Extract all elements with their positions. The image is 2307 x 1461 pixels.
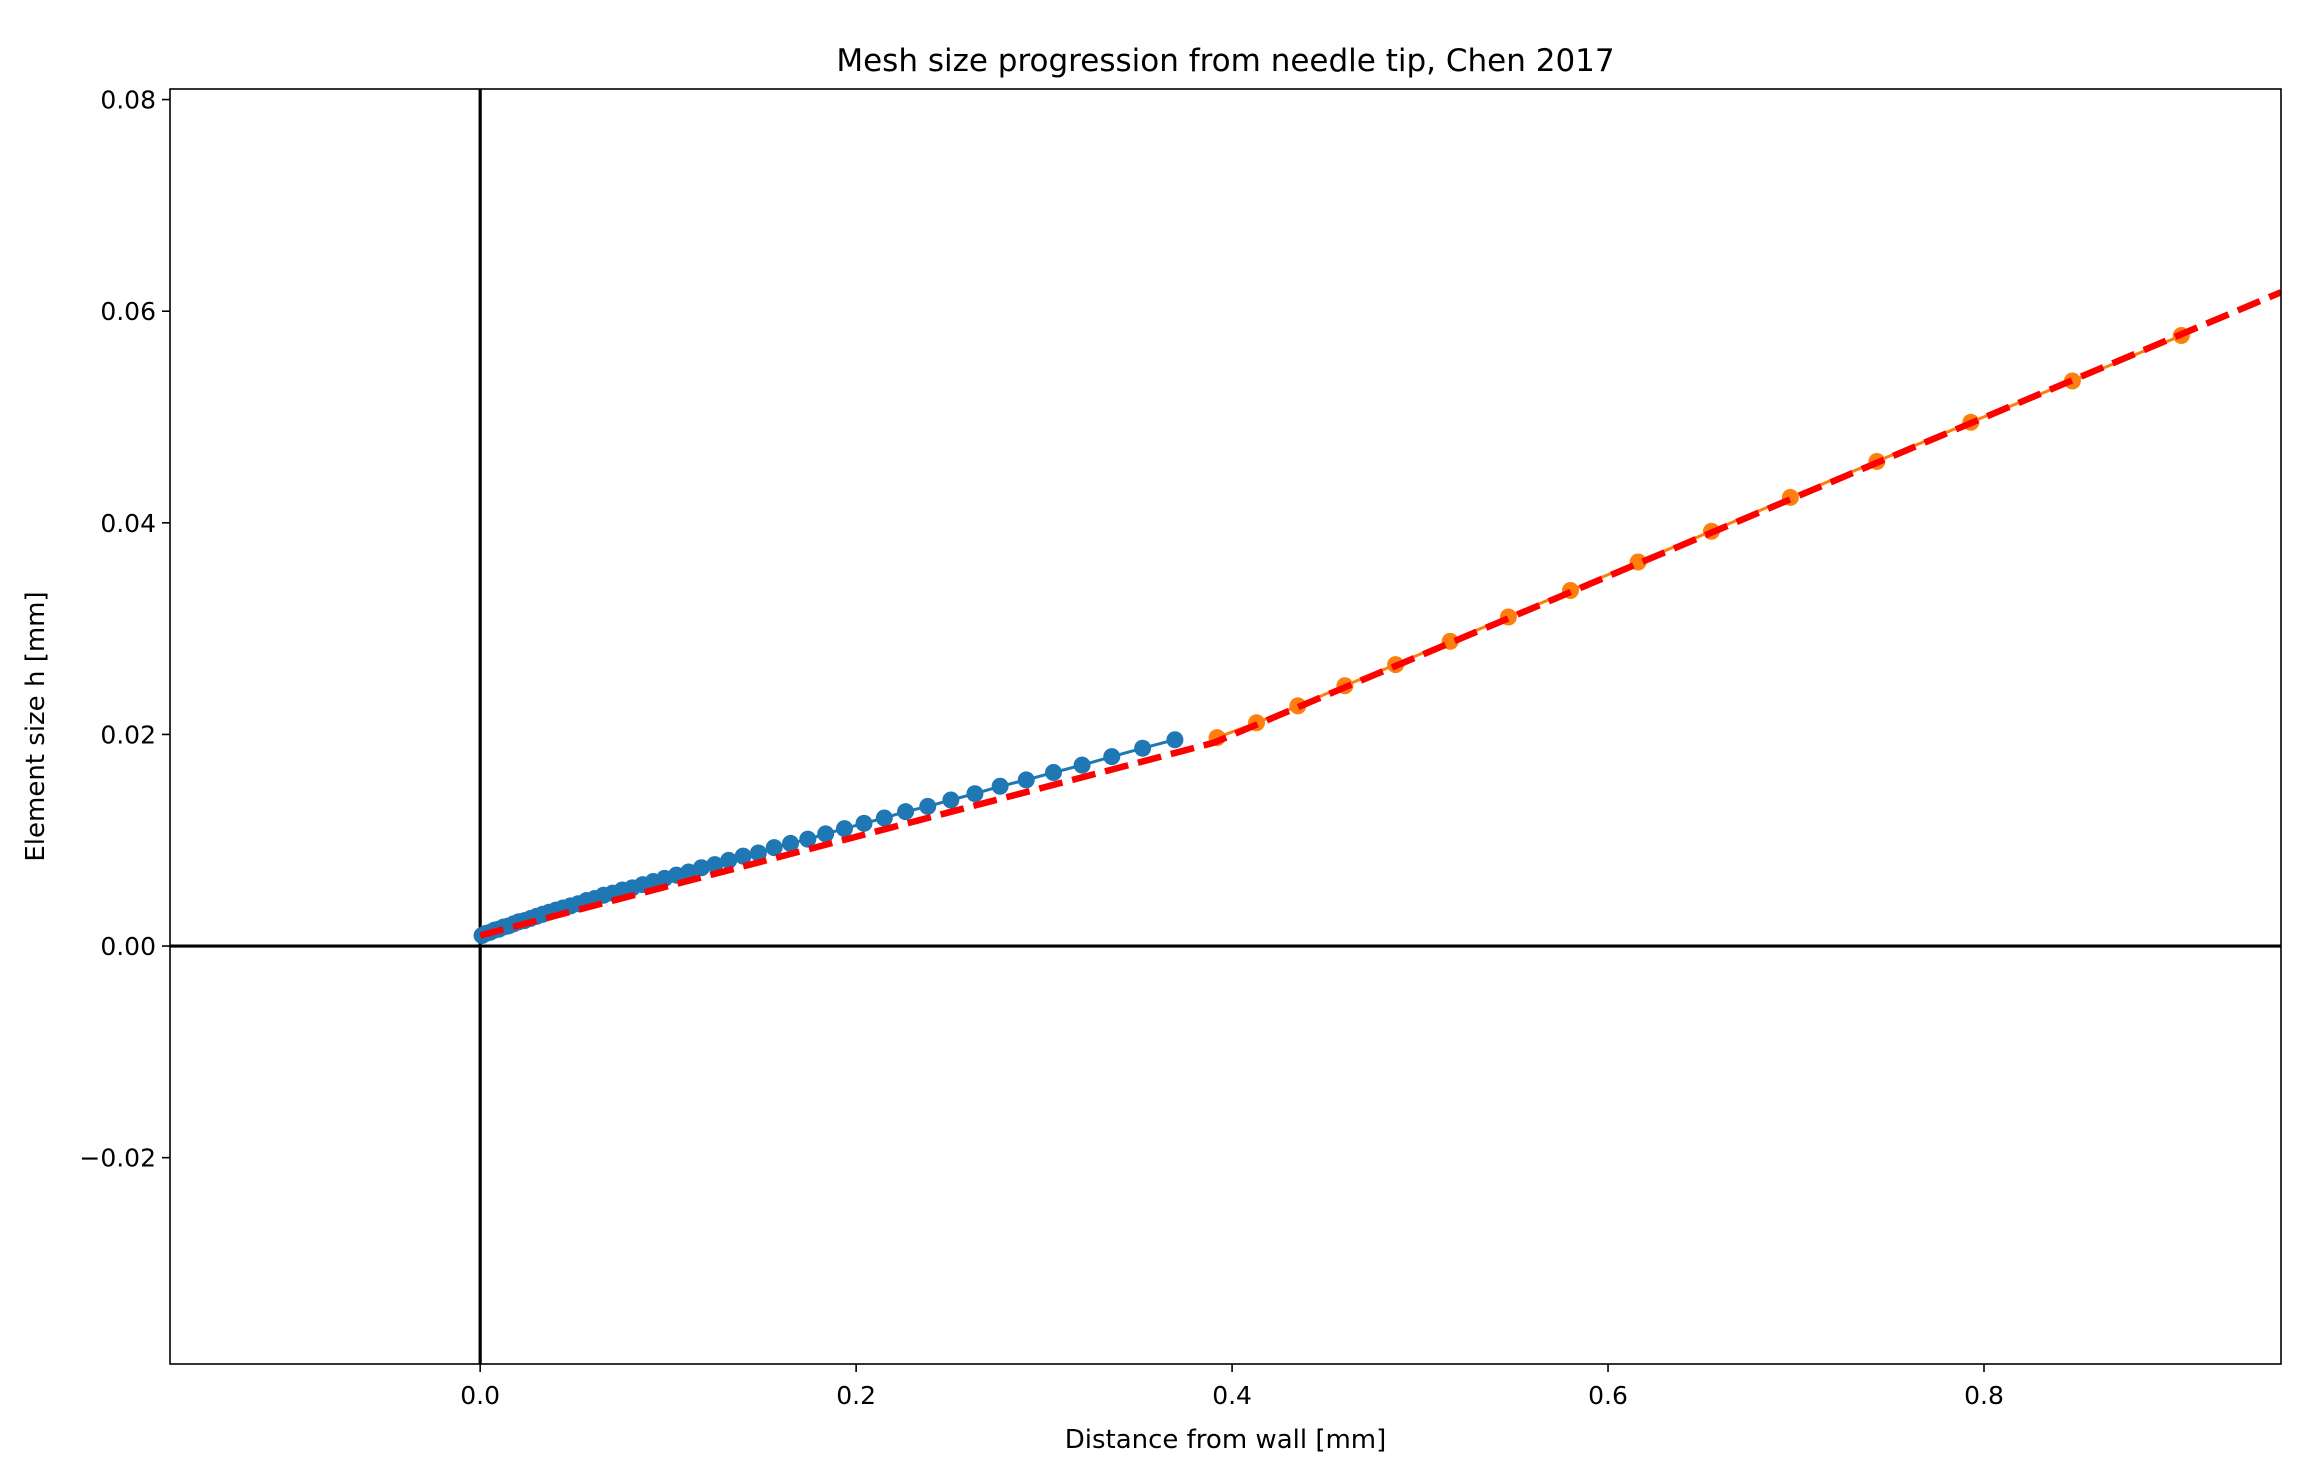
series-1-point xyxy=(855,814,873,832)
y-axis-title: Element size h [mm] xyxy=(21,591,51,861)
series-1-point xyxy=(1134,739,1152,757)
fit-line xyxy=(479,289,2281,939)
plot-frame xyxy=(169,88,2282,1365)
y-tick-label: −0.02 xyxy=(79,1144,156,1173)
series-1-point xyxy=(919,797,937,815)
x-tick-label: 0.4 xyxy=(1212,1381,1252,1410)
series-1-point xyxy=(1044,764,1062,782)
y-tick-label: 0.00 xyxy=(100,932,156,961)
series-1-point xyxy=(991,777,1009,795)
series-2-point xyxy=(1629,553,1647,571)
x-tick-label: 0.2 xyxy=(836,1381,876,1410)
series-1-point xyxy=(782,834,800,852)
series-1-point xyxy=(680,863,698,881)
ticks-layer: 0.0 0.2 0.4 0.6 0.8 −0.02 0.00 0.02 0.04 0.06 0.08 xyxy=(79,86,2004,1410)
series-2-point xyxy=(1441,632,1459,650)
series-1-point xyxy=(799,830,817,848)
series-1-point xyxy=(765,839,783,857)
series-1-point xyxy=(835,820,853,838)
x-tick-label: 0.0 xyxy=(460,1381,500,1410)
y-tick-label: 0.04 xyxy=(100,509,156,538)
series-1-point xyxy=(706,856,724,874)
series-1-point xyxy=(734,847,752,865)
series-1-point xyxy=(942,791,960,809)
series-1-point xyxy=(875,809,893,827)
chart-title: Mesh size progression from needle tip, C… xyxy=(836,43,1614,79)
x-tick-label: 0.6 xyxy=(1588,1381,1628,1410)
series-1-point xyxy=(749,844,767,862)
x-axis-title: Distance from wall [mm] xyxy=(1065,1425,1387,1455)
series-1-point xyxy=(692,859,710,877)
series-1-point xyxy=(817,825,835,843)
x-tick-label: 0.8 xyxy=(1964,1381,2004,1410)
series-1-point xyxy=(897,803,915,821)
series-layer xyxy=(473,289,2281,944)
series-1-point xyxy=(966,785,984,803)
series-1-point xyxy=(1073,756,1091,774)
series-1-point xyxy=(1166,731,1184,749)
y-tick-label: 0.06 xyxy=(100,297,156,326)
series-1-point xyxy=(1017,771,1035,789)
reference-lines xyxy=(170,89,2281,1364)
series-1-point xyxy=(1103,748,1121,766)
y-tick-label: 0.08 xyxy=(100,86,156,115)
series-1-point xyxy=(720,851,738,869)
y-tick-label: 0.02 xyxy=(100,720,156,749)
fit-line-group xyxy=(479,289,2281,939)
